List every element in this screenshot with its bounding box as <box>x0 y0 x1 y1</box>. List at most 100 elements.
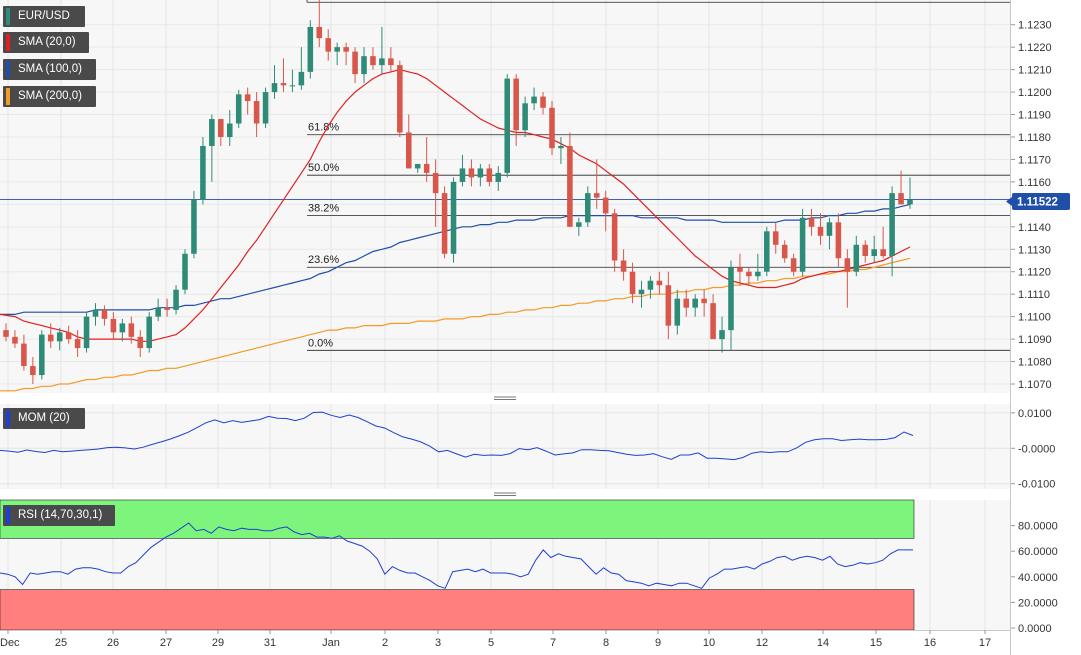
candle <box>280 58 287 93</box>
price-tick-label: 1.1080 <box>1018 357 1052 369</box>
candle <box>173 285 179 315</box>
candle <box>728 260 734 351</box>
candle <box>388 47 394 72</box>
candle <box>200 136 206 205</box>
momentum-vertical-gridlines <box>7 404 986 489</box>
candle <box>611 208 618 272</box>
x-tick-label: 8 <box>603 637 609 649</box>
candle <box>30 357 36 385</box>
candle <box>182 249 188 295</box>
candle <box>647 276 654 299</box>
candle <box>146 312 152 353</box>
panel-divider-2[interactable] <box>0 489 1010 500</box>
momentum-line <box>0 411 914 461</box>
candle <box>298 47 305 90</box>
panel-divider-1[interactable] <box>0 393 1010 404</box>
rsi-tick-label: 40.0000 <box>1018 572 1058 584</box>
candle <box>244 87 251 115</box>
candle <box>334 42 340 66</box>
candle <box>316 0 323 48</box>
momentum-tick-label: -0.0100 <box>1018 479 1055 491</box>
x-tick-label: Dec <box>0 637 20 649</box>
rsi-panel: 0.0000 20.0000 40.0000 60.0000 80.0000 <box>0 499 1058 635</box>
rsi-tick-label: 80.0000 <box>1018 521 1058 533</box>
legend-eurusd-swatch <box>6 8 10 25</box>
candle <box>253 92 260 137</box>
candle <box>441 186 448 259</box>
candle <box>540 92 546 115</box>
x-tick-label: 29 <box>212 637 224 649</box>
candle <box>361 47 367 84</box>
candle <box>522 96 528 137</box>
momentum-panel-background <box>0 404 1010 489</box>
fib-level-label: 23.6% <box>308 254 339 266</box>
price-tick-label: 1.1070 <box>1018 379 1052 391</box>
candle <box>871 235 877 263</box>
x-tick-label: 27 <box>160 637 172 649</box>
candle <box>710 294 716 340</box>
price-tick-label: 1.1120 <box>1018 267 1051 279</box>
candle <box>746 267 752 286</box>
candle <box>414 163 421 173</box>
x-tick-label: 7 <box>550 637 556 649</box>
legend-sma200[interactable]: SMA (200,0) <box>3 86 96 107</box>
candle <box>343 42 349 66</box>
candle <box>844 249 851 308</box>
candle <box>307 20 314 79</box>
candle <box>370 47 376 70</box>
price-tick-label: 1.1230 <box>1018 20 1052 32</box>
legend-rsi[interactable]: RSI (14,70,30,1) <box>3 505 115 526</box>
legend-eurusd-label: EUR/USD <box>18 10 70 22</box>
candle <box>576 217 582 236</box>
candle <box>352 47 358 84</box>
time-axis: Dec 25 26 27 29 31 Jan 2 3 5 7 8 9 10 12 14 15 16 17 <box>0 630 1010 649</box>
candle <box>826 217 833 250</box>
price-tick-label: 1.1170 <box>1018 154 1051 166</box>
x-tick-label: 12 <box>756 637 768 649</box>
candle <box>101 305 108 326</box>
candle <box>907 177 913 209</box>
candle <box>602 190 609 232</box>
price-panel-background <box>0 0 1010 393</box>
candle <box>379 26 385 75</box>
fib-level-label: 38.2% <box>308 203 339 215</box>
candle <box>423 136 430 182</box>
sma200-line <box>0 257 911 392</box>
legend-sma20[interactable]: SMA (20,0) <box>3 32 89 53</box>
price-tick-label: 1.1130 <box>1018 244 1051 256</box>
candle <box>3 323 9 342</box>
legend-mom[interactable]: MOM (20) <box>3 408 85 429</box>
candle <box>593 159 600 209</box>
candle <box>74 330 81 358</box>
price-tick-label: 1.1180 <box>1018 132 1051 144</box>
legend-sma20-label: SMA (20,0) <box>18 36 76 48</box>
legend-sma100-swatch <box>6 61 10 78</box>
candle <box>764 226 770 277</box>
candle <box>164 298 170 317</box>
candle <box>790 253 797 277</box>
candle <box>468 159 475 187</box>
price-tick-label: 1.1140 <box>1018 222 1051 234</box>
candle <box>781 240 788 263</box>
candle <box>692 294 698 317</box>
sma20-line <box>0 68 911 342</box>
candle <box>397 60 403 137</box>
candle <box>486 163 493 187</box>
rsi-oversold-zone <box>0 589 915 631</box>
legend-eurusd[interactable]: EUR/USD <box>3 6 85 27</box>
candle <box>405 114 412 169</box>
x-tick-label: 10 <box>703 637 715 649</box>
x-tick-label: 31 <box>264 637 276 649</box>
candle <box>808 208 815 236</box>
candle <box>817 213 824 245</box>
candle <box>271 65 278 99</box>
legend-sma100[interactable]: SMA (100,0) <box>3 59 96 80</box>
candle <box>835 213 842 268</box>
candle <box>289 69 296 93</box>
candle <box>558 136 564 164</box>
candle <box>450 177 457 263</box>
legend-rsi-label: RSI (14,70,30,1) <box>18 509 103 521</box>
current-price-label: 1.11522 <box>1017 197 1058 209</box>
rsi-axis: 0.0000 20.0000 40.0000 60.0000 80.0000 <box>1010 521 1058 635</box>
